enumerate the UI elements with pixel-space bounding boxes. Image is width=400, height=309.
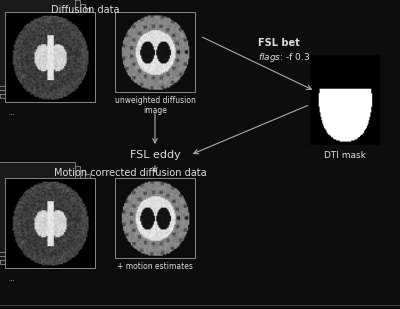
FancyBboxPatch shape [0, 4, 85, 94]
Text: FSL bet: FSL bet [258, 38, 300, 48]
Text: FSL eddy: FSL eddy [130, 150, 180, 160]
FancyBboxPatch shape [0, 0, 75, 86]
Text: + motion estimates: + motion estimates [117, 262, 193, 271]
FancyBboxPatch shape [0, 170, 85, 260]
FancyBboxPatch shape [0, 162, 75, 252]
FancyBboxPatch shape [0, 166, 80, 256]
FancyBboxPatch shape [0, 0, 80, 90]
FancyBboxPatch shape [0, 174, 90, 264]
FancyBboxPatch shape [0, 8, 90, 98]
Text: $\it{flags}$: -f 0.3: $\it{flags}$: -f 0.3 [258, 51, 310, 64]
Text: Motion corrected diffusion data: Motion corrected diffusion data [54, 168, 206, 178]
Text: unweighted diffusion
image: unweighted diffusion image [114, 96, 196, 115]
Text: DTI mask: DTI mask [324, 151, 366, 160]
Text: Diffusion data: Diffusion data [51, 5, 119, 15]
Text: ...: ... [8, 276, 15, 282]
Text: ...: ... [8, 110, 15, 116]
